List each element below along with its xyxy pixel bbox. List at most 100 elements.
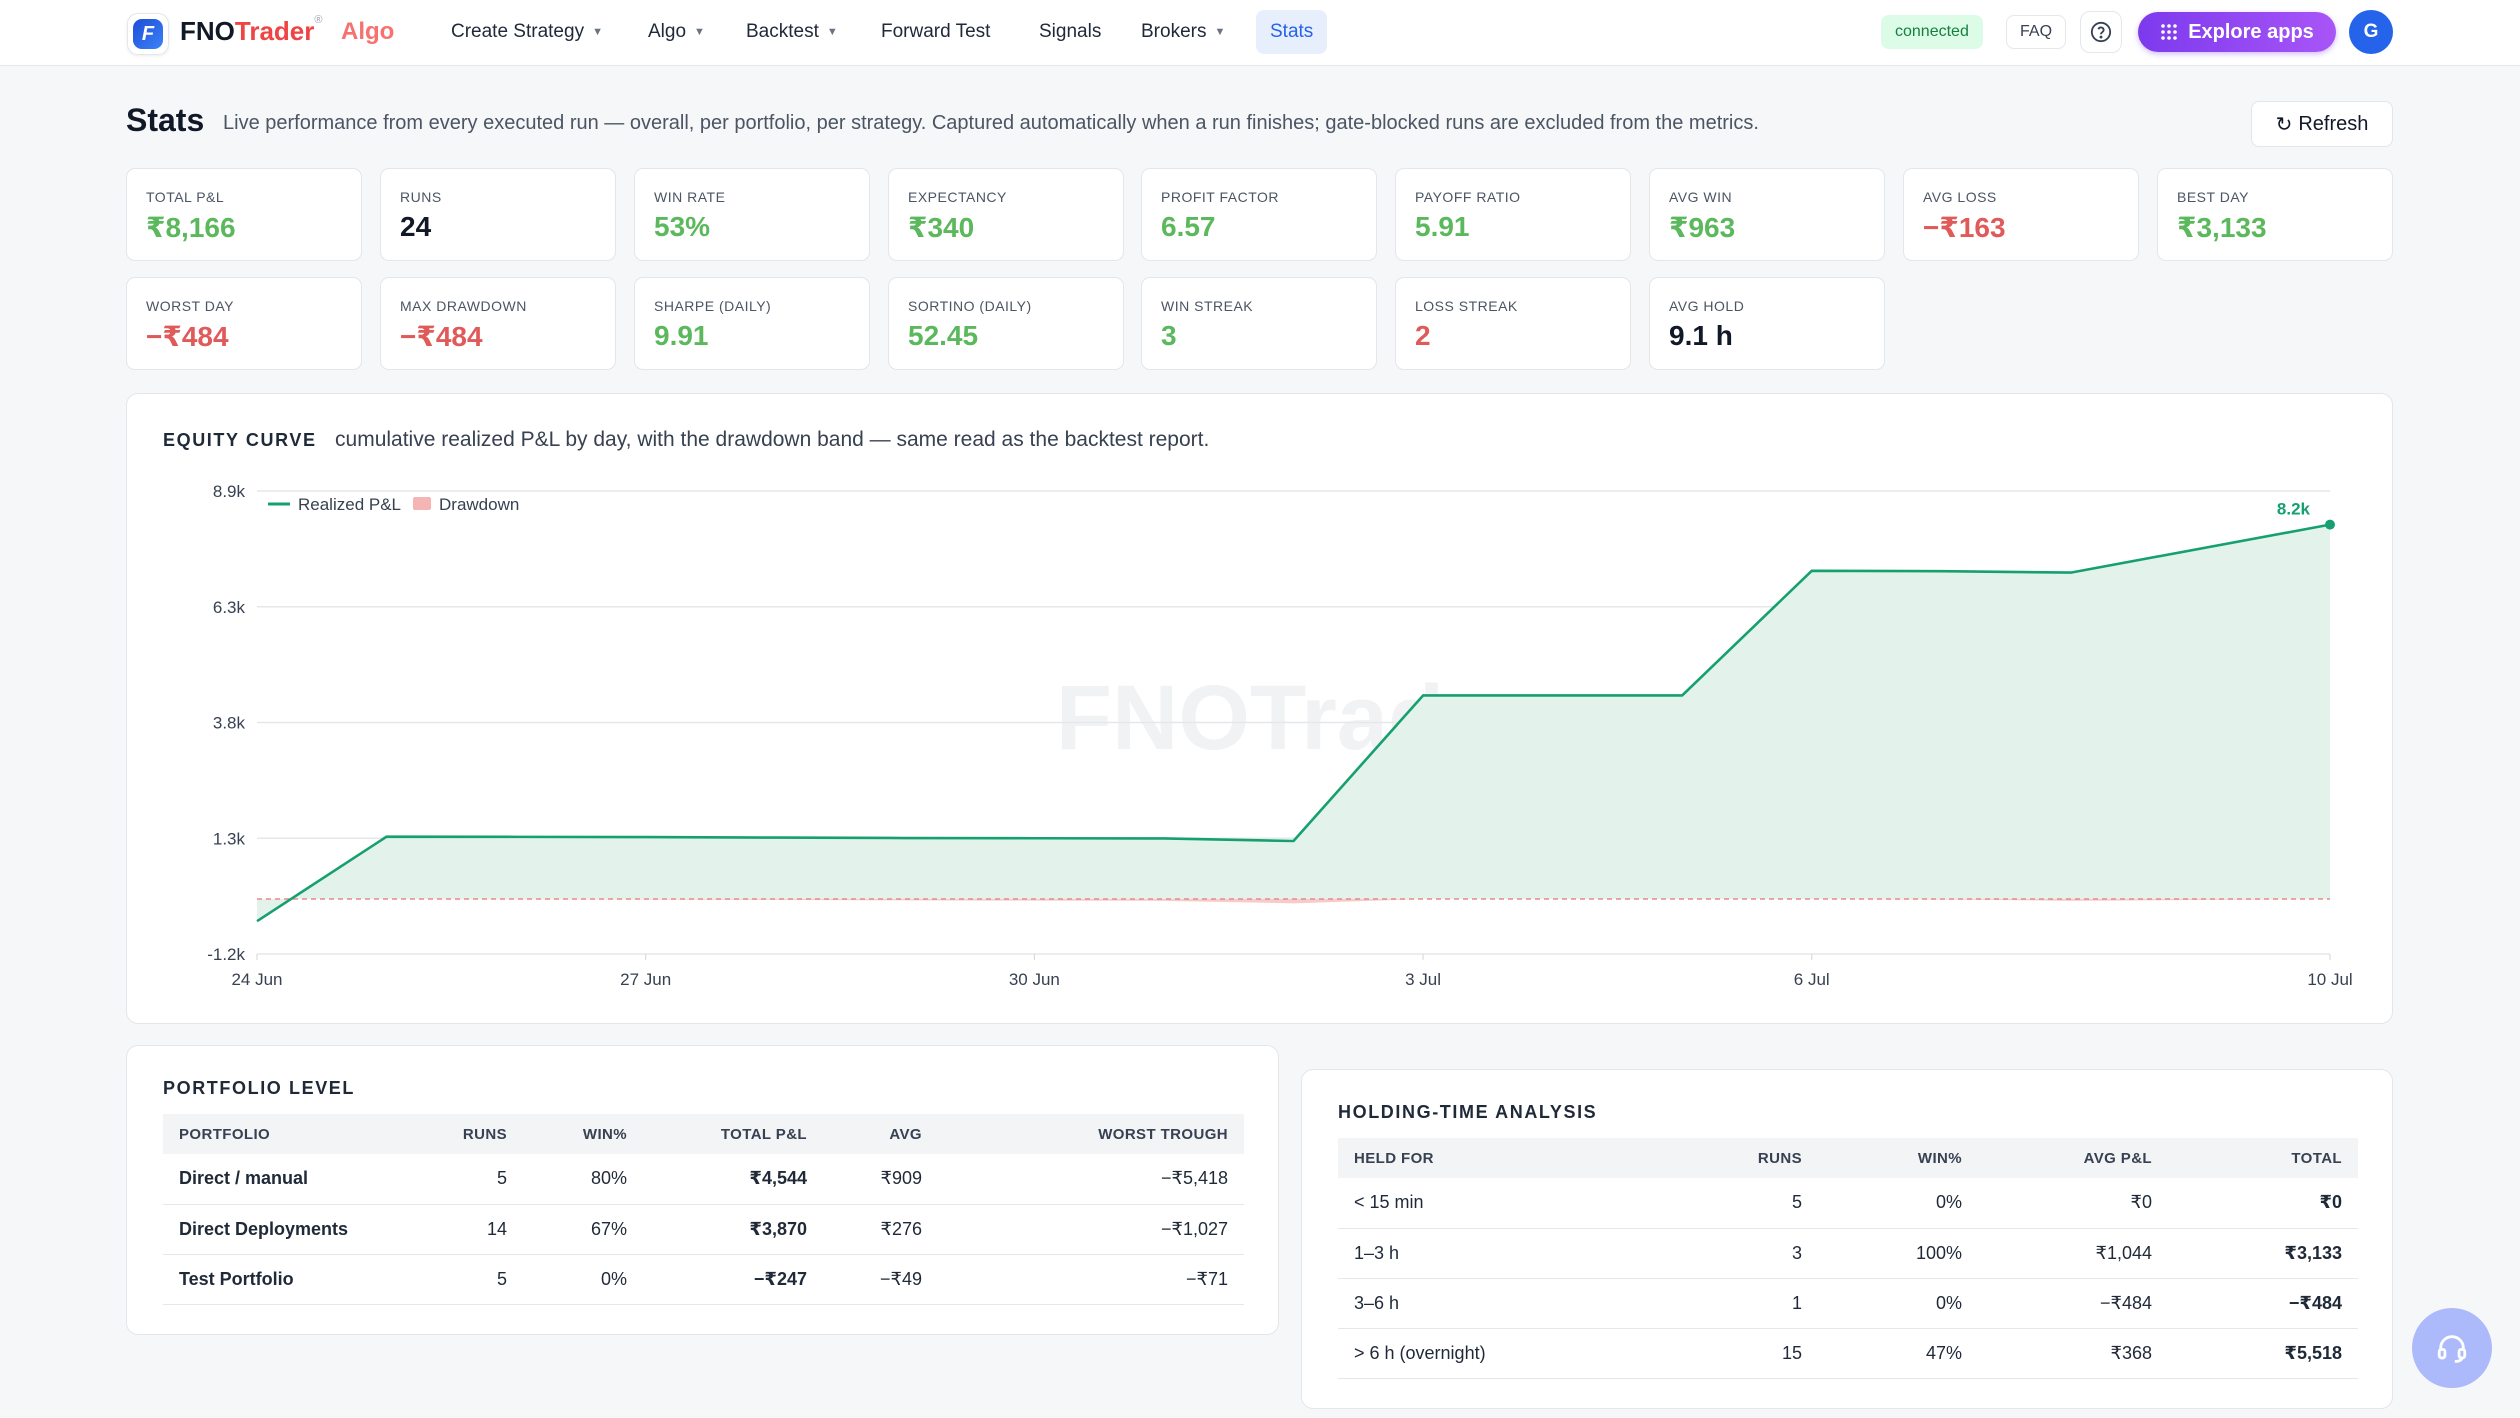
stat-card: AVG LOSS −₹163 bbox=[1903, 168, 2139, 261]
held-for-cell: 3–6 h bbox=[1338, 1278, 1638, 1329]
stat-value: 9.91 bbox=[654, 320, 709, 351]
x-tick-label: 3 Jul bbox=[1405, 970, 1441, 989]
total-pnl-cell: ₹4,544 bbox=[643, 1154, 823, 1205]
stat-card: PROFIT FACTOR 6.57 bbox=[1141, 168, 1377, 261]
nav-create-strategy[interactable]: Create Strategy ▼ bbox=[451, 21, 603, 42]
col-avg-pnl: AVG P&L bbox=[1978, 1138, 2168, 1178]
nav-stats[interactable]: Stats bbox=[1256, 10, 1328, 54]
chevron-down-icon: ▼ bbox=[1214, 26, 1226, 38]
table-row[interactable]: < 15 min 5 0% ₹0 ₹0 bbox=[1338, 1178, 2358, 1229]
col-portfolio: PORTFOLIO bbox=[163, 1114, 423, 1154]
avg-cell: ₹909 bbox=[823, 1154, 938, 1205]
equity-line bbox=[256, 523, 2331, 923]
brand-algo-label: Algo bbox=[341, 18, 395, 45]
equity-curve-subtitle: cumulative realized P&L by day, with the… bbox=[335, 428, 1210, 451]
table-row[interactable]: Test Portfolio 5 0% −₹247 −₹49 −₹71 bbox=[163, 1254, 1244, 1305]
stat-card: WIN RATE 53% bbox=[634, 168, 870, 261]
win-cell: 0% bbox=[1818, 1278, 1978, 1329]
legend-pnl-label: Realized P&L bbox=[298, 495, 401, 514]
table-row[interactable]: Direct / manual 5 80% ₹4,544 ₹909 −₹5,418 bbox=[163, 1154, 1244, 1205]
explore-apps-button[interactable]: Explore apps bbox=[2138, 12, 2336, 52]
runs-cell: 14 bbox=[423, 1204, 523, 1255]
stat-card: EXPECTANCY ₹340 bbox=[888, 168, 1124, 261]
table-row[interactable]: 1–3 h 3 100% ₹1,044 ₹3,133 bbox=[1338, 1228, 2358, 1279]
stat-card: AVG HOLD 9.1 h bbox=[1649, 277, 1885, 370]
col-avg: AVG bbox=[823, 1114, 938, 1154]
portfolio-name: Direct Deployments bbox=[163, 1204, 423, 1255]
avg-cell: −₹49 bbox=[823, 1254, 938, 1305]
stat-label: PROFIT FACTOR bbox=[1161, 189, 1279, 205]
table-row[interactable]: > 6 h (overnight) 15 47% ₹368 ₹5,518 bbox=[1338, 1328, 2358, 1379]
total-cell: −₹484 bbox=[2168, 1278, 2358, 1329]
avg-pnl-cell: ₹0 bbox=[1978, 1178, 2168, 1229]
stat-card: RUNS 24 bbox=[380, 168, 616, 261]
total-cell: ₹0 bbox=[2168, 1178, 2358, 1229]
brand-name[interactable]: FNOTrader® bbox=[180, 14, 323, 46]
nav-algo[interactable]: Algo ▼ bbox=[648, 21, 705, 42]
stat-label: EXPECTANCY bbox=[908, 189, 1007, 205]
nav-signals[interactable]: Signals bbox=[1039, 21, 1102, 42]
portfolio-name: Direct / manual bbox=[163, 1154, 423, 1205]
refresh-icon: ↻ bbox=[2275, 113, 2293, 136]
col-total: TOTAL bbox=[2168, 1138, 2358, 1178]
total-pnl-cell: ₹3,870 bbox=[643, 1204, 823, 1255]
help-button[interactable] bbox=[2080, 11, 2122, 53]
legend-drawdown-label: Drawdown bbox=[439, 495, 519, 514]
stat-card: SHARPE (DAILY) 9.91 bbox=[634, 277, 870, 370]
stat-value: 6.57 bbox=[1161, 211, 1216, 242]
win-cell: 80% bbox=[523, 1154, 643, 1205]
stat-card: AVG WIN ₹963 bbox=[1649, 168, 1885, 261]
chevron-down-icon: ▼ bbox=[694, 26, 705, 38]
holding-time-panel: HOLDING-TIME ANALYSIS HELD FOR RUNS WIN%… bbox=[1301, 1069, 2393, 1409]
worst-trough-cell: −₹1,027 bbox=[938, 1204, 1244, 1255]
nav-backtest[interactable]: Backtest ▼ bbox=[746, 21, 838, 42]
table-header-row: HELD FOR RUNS WIN% AVG P&L TOTAL bbox=[1338, 1138, 2358, 1178]
stat-card: LOSS STREAK 2 bbox=[1395, 277, 1631, 370]
stat-label: AVG LOSS bbox=[1923, 189, 1997, 205]
win-cell: 0% bbox=[523, 1254, 643, 1305]
stat-label: AVG WIN bbox=[1669, 189, 1733, 205]
nav-forward-test[interactable]: Forward Test bbox=[881, 21, 991, 42]
legend-drawdown-swatch bbox=[413, 497, 431, 510]
col-runs: RUNS bbox=[423, 1114, 523, 1154]
table-row[interactable]: Direct Deployments 14 67% ₹3,870 ₹276 −₹1,027 bbox=[163, 1204, 1244, 1255]
avg-pnl-cell: ₹1,044 bbox=[1978, 1228, 2168, 1279]
faq-button[interactable]: FAQ bbox=[2006, 15, 2067, 49]
win-cell: 67% bbox=[523, 1204, 643, 1255]
page-title: Stats bbox=[126, 102, 205, 138]
stat-card: BEST DAY ₹3,133 bbox=[2157, 168, 2393, 261]
equity-curve-title: EQUITY CURVE bbox=[163, 430, 317, 450]
page-subtitle: Live performance from every executed run… bbox=[223, 112, 1759, 134]
stat-value: ₹3,133 bbox=[2177, 212, 2267, 243]
avg-pnl-cell: ₹368 bbox=[1978, 1328, 2168, 1379]
x-tick-label: 27 Jun bbox=[620, 970, 671, 989]
nav-brokers[interactable]: Brokers ▼ bbox=[1141, 21, 1226, 42]
col-runs: RUNS bbox=[1638, 1138, 1818, 1178]
win-cell: 0% bbox=[1818, 1178, 1978, 1229]
col-total: TOTAL P&L bbox=[643, 1114, 823, 1154]
stat-value: 9.1 h bbox=[1669, 320, 1733, 351]
equity-curve-panel: EQUITY CURVE cumulative realized P&L by … bbox=[126, 393, 2393, 1024]
win-cell: 47% bbox=[1818, 1328, 1978, 1379]
grid-icon bbox=[2161, 24, 2177, 40]
stat-label: PAYOFF RATIO bbox=[1415, 189, 1521, 205]
col-win: WIN% bbox=[1818, 1138, 1978, 1178]
fnotrader-logo-icon[interactable]: F bbox=[127, 13, 169, 55]
equity-end-point bbox=[2325, 519, 2335, 530]
stat-card: WORST DAY −₹484 bbox=[126, 277, 362, 370]
stat-label: WIN RATE bbox=[654, 189, 726, 205]
total-pnl-cell: −₹247 bbox=[643, 1254, 823, 1305]
col-worst-trough: WORST TROUGH bbox=[938, 1114, 1244, 1154]
chevron-down-icon: ▼ bbox=[592, 26, 603, 38]
stat-label: LOSS STREAK bbox=[1415, 298, 1518, 314]
stat-card: MAX DRAWDOWN −₹484 bbox=[380, 277, 616, 370]
x-tick-label: 24 Jun bbox=[231, 970, 282, 989]
table-row[interactable]: 3–6 h 1 0% −₹484 −₹484 bbox=[1338, 1278, 2358, 1329]
user-avatar[interactable]: G bbox=[2349, 10, 2393, 54]
y-tick-label: 3.8k bbox=[213, 714, 246, 733]
equity-area bbox=[257, 524, 2330, 922]
support-chat-button[interactable] bbox=[2412, 1308, 2492, 1388]
refresh-button[interactable]: ↻ Refresh bbox=[2251, 101, 2393, 147]
chevron-down-icon: ▼ bbox=[826, 26, 838, 38]
